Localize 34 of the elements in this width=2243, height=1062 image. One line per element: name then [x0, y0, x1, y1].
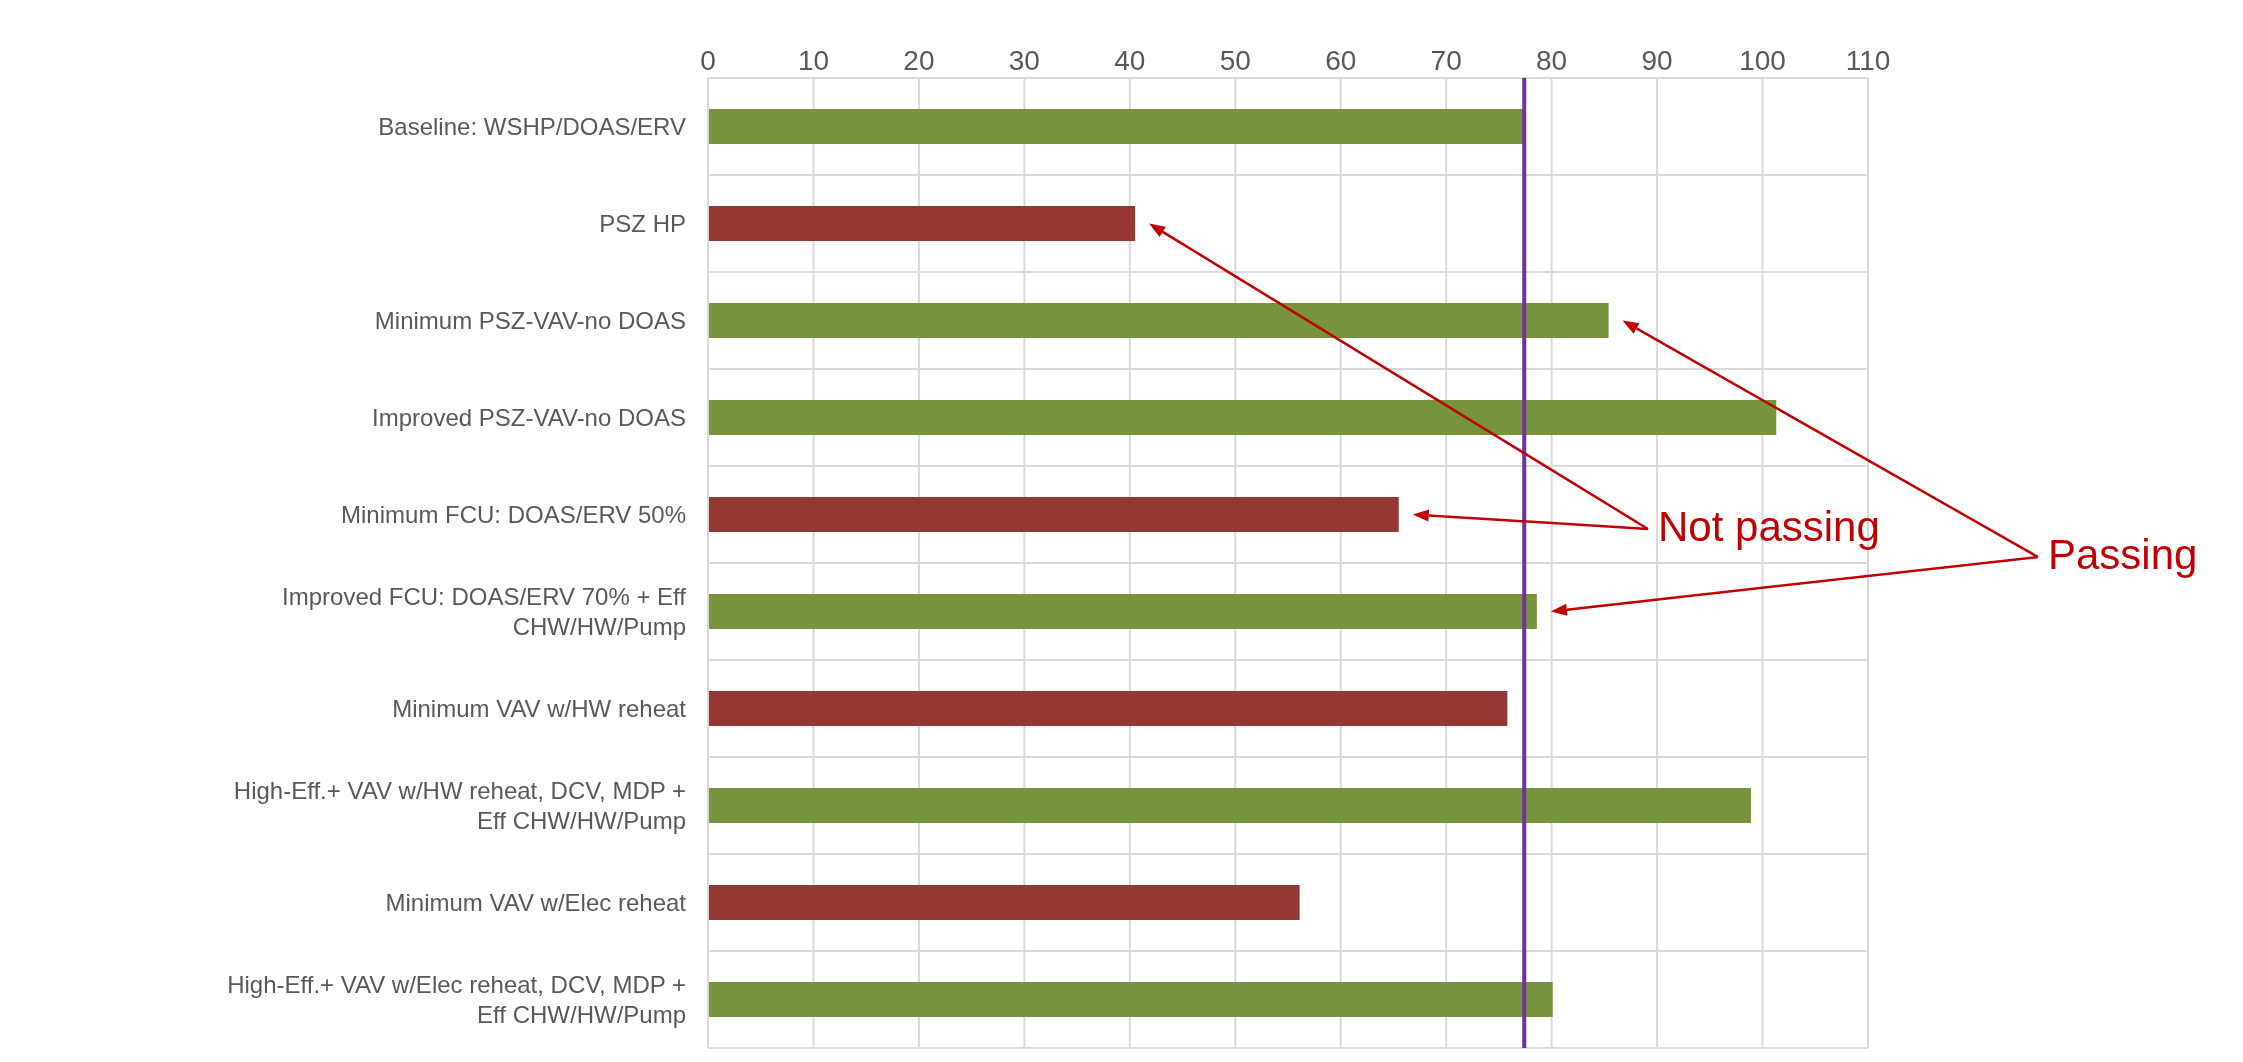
bar: [708, 788, 1751, 824]
y-tick-label: Improved PSZ-VAV-no DOAS: [372, 403, 686, 431]
x-tick-label: 20: [903, 45, 935, 76]
text: Passing: [2048, 531, 2198, 578]
y-tick-label: Minimum VAV w/HW reheat: [392, 694, 687, 722]
annotation: Not passing: [1658, 503, 1880, 550]
y-tick-label: PSZ HP: [599, 209, 686, 237]
y-tick-label: Minimum FCU: DOAS/ERV 50%: [341, 500, 686, 528]
bar: [708, 109, 1524, 145]
y-tick-label: Improved FCU: DOAS/ERV 70% + Eff CHW/HW/Pump: [282, 582, 687, 640]
bar: [708, 885, 1300, 921]
y-tick-label: High-Eff.+ VAV w/HW reheat, DCV, MDP + Eff CHW/HW/Pump: [233, 776, 686, 834]
bar: [708, 206, 1136, 242]
y-tick-label: Baseline: WSHP/DOAS/ERV: [378, 112, 686, 140]
bar: [708, 497, 1399, 533]
x-tick-label: 30: [1008, 45, 1040, 76]
bar: [708, 303, 1609, 339]
y-tick-label: High-Eff.+ VAV w/Elec reheat, DCV, MDP + Eff CHW/HW/Pump: [227, 970, 686, 1028]
y-tick-label: Minimum PSZ-VAV-no DOAS: [374, 306, 686, 334]
bar: [708, 691, 1508, 727]
x-tick-label: 60: [1325, 45, 1357, 76]
x-tick-label: 70: [1430, 45, 1462, 76]
x-tick-label: 80: [1536, 45, 1568, 76]
y-tick-label: Minimum VAV w/Elec reheat: [385, 888, 687, 916]
x-tick-label: 0: [700, 45, 716, 76]
x-tick-label: 10: [797, 45, 830, 76]
x-tick-label: 110: [1845, 45, 1891, 76]
x-tick-label: 90: [1641, 45, 1673, 76]
x-tick-label: 50: [1219, 45, 1251, 76]
x-tick-label: 100: [1739, 45, 1786, 76]
x-tick-label: 40: [1114, 45, 1146, 76]
bar: [708, 400, 1777, 436]
bar: [708, 594, 1537, 630]
bar: [708, 982, 1553, 1018]
